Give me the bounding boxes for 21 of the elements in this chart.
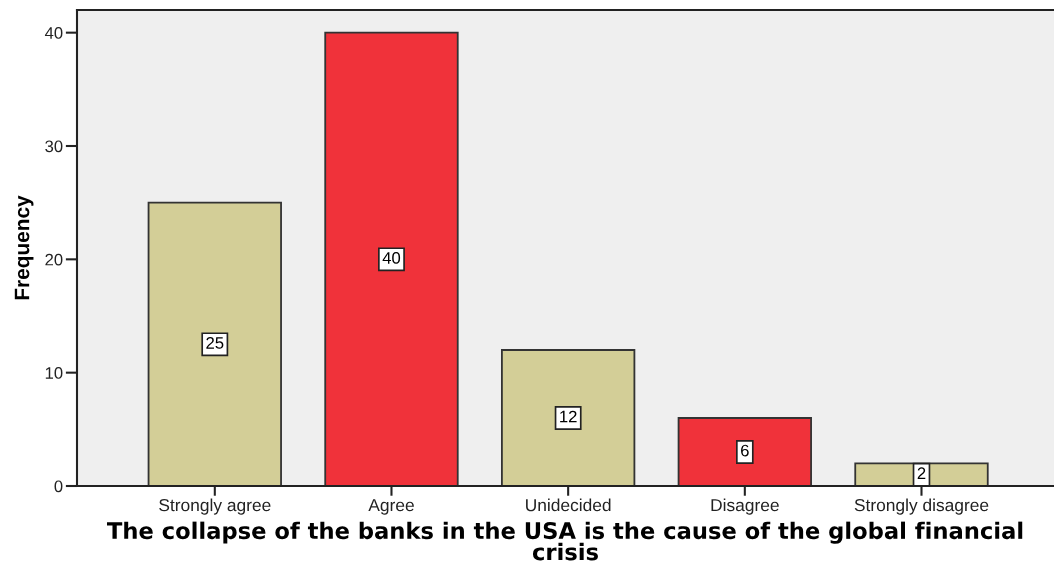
y-tick-label: 20 <box>45 253 63 266</box>
x-tick-label: Disagree <box>711 498 779 515</box>
x-tick-label: Strongly agree <box>159 498 271 515</box>
data-label: 40 <box>382 252 401 264</box>
y-tick-label: 40 <box>44 27 63 39</box>
bar <box>500 349 636 486</box>
data-label: 2 <box>917 467 926 479</box>
data-label: 6 <box>741 444 749 457</box>
bar <box>677 417 812 486</box>
y-tick-label: 30 <box>45 140 63 153</box>
x-axis-title: The collapse of the banks in the USA is the cause of the global financial crisis <box>107 521 1023 561</box>
x-tick-label: Agree <box>368 499 414 515</box>
y-axis-title: Frequency <box>14 195 34 300</box>
x-tick-label: Unidecided <box>526 498 611 512</box>
y-tick-label: 0 <box>54 480 63 493</box>
data-label: 25 <box>206 337 224 349</box>
data-label: 12 <box>560 410 577 423</box>
y-tick-label: 10 <box>45 367 63 379</box>
bar <box>147 201 282 486</box>
bar <box>324 31 459 486</box>
x-tick-label: Strongly disagree <box>854 498 989 515</box>
